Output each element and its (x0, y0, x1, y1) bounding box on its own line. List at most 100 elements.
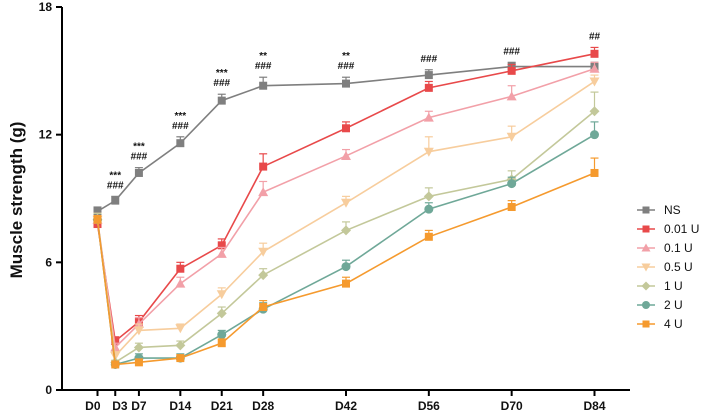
x-tick-label: D56 (418, 399, 440, 412)
data-point (342, 124, 350, 133)
data-point (259, 303, 268, 312)
significance-label: ### (255, 61, 272, 72)
series-4-u (93, 157, 599, 369)
data-point (424, 83, 433, 92)
x-tick-label: D14 (169, 399, 191, 412)
x-tick-label: D21 (211, 399, 233, 412)
data-point (133, 326, 144, 336)
data-point (217, 339, 226, 348)
data-point (258, 270, 269, 281)
x-tick-label: D42 (335, 399, 357, 412)
data-point (589, 106, 600, 117)
data-point (175, 278, 186, 288)
data-point (134, 168, 143, 177)
legend-marker (642, 320, 650, 328)
data-point (133, 342, 144, 353)
legend-item: 0.1 U (637, 241, 693, 255)
significance-label: ### (131, 152, 148, 163)
legend-label: 0.01 U (664, 222, 699, 236)
data-point (258, 247, 269, 257)
legend-label: 1 U (664, 279, 683, 293)
data-point (589, 63, 600, 73)
significance-label: *** (216, 68, 228, 79)
data-point (341, 262, 351, 272)
y-tick-label: 12 (39, 128, 53, 142)
data-point (590, 130, 599, 140)
series-1-u (92, 91, 600, 368)
legend-item: NS (637, 203, 681, 217)
legend-marker (641, 263, 651, 272)
significance-label: ## (589, 31, 601, 42)
data-point (589, 77, 600, 87)
series-0-5-u (92, 74, 600, 361)
significance-label: ### (213, 78, 230, 89)
legend-item: 0.01 U (637, 222, 699, 236)
significance-label: ### (107, 180, 124, 191)
legend-label: 2 U (664, 298, 683, 312)
data-point (423, 147, 434, 157)
data-point (341, 225, 351, 236)
series-line (97, 65, 595, 212)
significance-label: *** (109, 170, 121, 181)
x-tick-label: D28 (252, 399, 274, 412)
y-tick-label: 0 (45, 383, 52, 397)
data-point (216, 290, 227, 300)
x-tick-label: D70 (501, 399, 523, 412)
data-point (341, 198, 351, 208)
x-tick-label: D7 (131, 399, 147, 412)
series-ns (93, 61, 599, 216)
data-point (217, 330, 227, 340)
data-point (590, 49, 599, 58)
data-point (423, 191, 434, 202)
data-point (507, 203, 516, 212)
significance-label: ** (259, 51, 267, 62)
legend-marker (641, 281, 651, 291)
significance-label: ### (338, 61, 355, 72)
data-point (506, 91, 517, 101)
data-point (176, 139, 185, 148)
data-point (423, 112, 434, 122)
series-line (96, 67, 595, 350)
data-point (341, 150, 351, 160)
data-point (93, 207, 102, 216)
data-point (506, 132, 517, 142)
data-point (175, 340, 186, 351)
data-point (342, 279, 350, 288)
series-0-1-u (92, 61, 600, 352)
data-point (175, 324, 186, 334)
significance-label: ### (503, 46, 520, 57)
legend-marker (642, 225, 650, 233)
data-point (134, 358, 143, 367)
data-point (424, 232, 433, 241)
series-line (96, 53, 595, 343)
legend-marker (642, 206, 650, 214)
legend-label: 0.5 U (664, 260, 693, 274)
data-point (507, 179, 517, 189)
data-point (111, 360, 120, 369)
data-point (258, 187, 269, 197)
series-line (96, 133, 595, 366)
x-tick-label: D84 (583, 399, 605, 412)
data-point (217, 241, 226, 250)
x-tick-label: D0 (85, 399, 101, 412)
legend-item: 4 U (637, 317, 683, 331)
data-point (342, 79, 350, 88)
significance-label: *** (174, 111, 186, 122)
legend-item: 0.5 U (637, 260, 693, 274)
significance-label: *** (133, 142, 145, 153)
data-point (590, 168, 599, 177)
legend-label: 0.1 U (664, 241, 693, 255)
data-point (216, 308, 227, 319)
data-point (507, 66, 516, 75)
data-point (424, 204, 434, 214)
significance-label: ### (420, 54, 437, 65)
data-point (259, 81, 268, 90)
data-point (93, 215, 102, 224)
series-line (96, 80, 595, 358)
legend-item: 1 U (637, 279, 683, 293)
significance-label: ### (172, 121, 189, 132)
x-tick-label: D3 (112, 399, 128, 412)
significance-label: ** (342, 51, 350, 62)
legend-marker (641, 243, 651, 252)
axes: 0 6 12 18 D0 D3 D7 D14 D21 D28 D42 D56 D70 D84 (39, 0, 630, 412)
